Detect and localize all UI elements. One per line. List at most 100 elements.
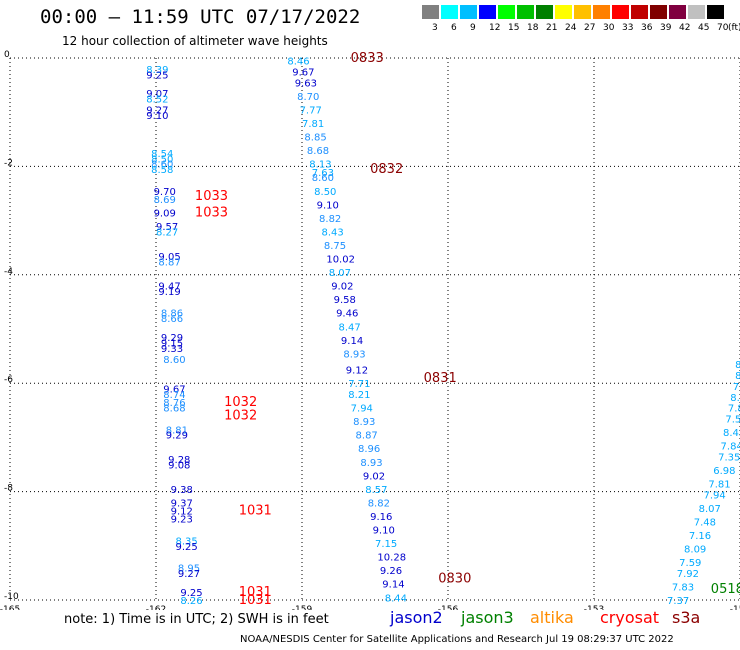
data-label-jason2: 8.68 <box>307 146 329 157</box>
color-bar-swatch <box>707 5 724 19</box>
data-label-s3a: 0831 <box>424 371 457 386</box>
data-label-jason2: 8.93 <box>360 458 382 469</box>
data-label-jason2: 9.14 <box>341 336 363 347</box>
data-label-jason2: 8.50 <box>151 154 173 165</box>
data-label-altika: 7.16 <box>689 531 711 542</box>
data-label-altika: 8.09 <box>684 545 706 556</box>
data-label-jason2: 7.77 <box>300 105 322 116</box>
color-bar-label: 27 <box>584 23 596 33</box>
color-bar-label: 21 <box>546 23 558 33</box>
footer-credit: NOAA/NESDIS Center for Satellite Applica… <box>240 634 674 645</box>
data-label-jason2: 9.25 <box>146 70 168 81</box>
data-label-altika: 7.92 <box>677 569 699 580</box>
data-label-altika: 8 <box>735 371 740 382</box>
data-label-jason2: 9.12 <box>346 366 368 377</box>
data-label-cryosat: 1033 <box>195 189 228 204</box>
data-label-jason2: 8.13 <box>309 160 331 171</box>
color-bar-swatch <box>612 5 629 19</box>
data-label-jason2: 8.60 <box>163 355 185 366</box>
data-label-jason2: 9.05 <box>158 252 180 263</box>
footer-note: note: 1) Time is in UTC; 2) SWH is in fe… <box>64 612 329 627</box>
color-bar-label: 42 <box>679 23 691 33</box>
legend-jason3: jason3 <box>461 608 514 627</box>
color-bar-swatch <box>593 5 610 19</box>
data-label-cryosat: 1031 <box>239 504 272 519</box>
data-label-jason2: 8.60 <box>151 160 173 171</box>
data-label-jason2: 8.57 <box>365 485 387 496</box>
data-label-jason2: 8.52 <box>146 95 168 106</box>
color-bar-swatch <box>498 5 515 19</box>
data-label-jason2: 9.47 <box>158 282 180 293</box>
data-label-jason2: 8.54 <box>151 149 173 160</box>
color-bar-label: 39 <box>660 23 672 33</box>
data-label-jason2: 8.07 <box>329 268 351 279</box>
data-label-jason2: 9.26 <box>380 566 402 577</box>
color-bar-swatch <box>517 5 534 19</box>
data-label-jason2: 8.81 <box>166 425 188 436</box>
data-label-jason2: 8.85 <box>304 133 326 144</box>
y-tick-label: -2 <box>4 158 13 168</box>
data-label-jason2: 9.14 <box>382 580 404 591</box>
data-label-jason2: 8.86 <box>161 309 183 320</box>
data-label-jason2: 9.58 <box>334 295 356 306</box>
data-label-altika: 8.07 <box>699 504 721 515</box>
data-label-jason2: 8.74 <box>163 390 185 401</box>
data-label-jason2: 9.09 <box>154 208 176 219</box>
y-tick-label: -8 <box>4 484 13 494</box>
x-tick-label: -162 <box>146 605 166 610</box>
data-label-altika: 7.50 <box>725 414 740 425</box>
data-label-jason3: 0518 <box>711 582 740 597</box>
data-label-cryosat: 1032 <box>224 395 257 410</box>
data-label-jason2: 9.10 <box>317 200 339 211</box>
color-bar-swatch <box>688 5 705 19</box>
data-label-cryosat: 1032 <box>224 409 257 424</box>
data-label-altika: 7.35 <box>718 452 740 463</box>
data-label-cryosat: 1033 <box>195 205 228 220</box>
y-tick-label: -4 <box>4 267 13 277</box>
data-label-jason2: 10.28 <box>377 553 406 564</box>
color-bar-label: 18 <box>527 23 539 33</box>
data-label-jason2: 9.10 <box>146 111 168 122</box>
y-tick-label: -6 <box>4 375 13 385</box>
data-label-jason2: 10.02 <box>326 255 355 266</box>
data-label-jason2: 9.15 <box>161 339 183 350</box>
data-label-cryosat: 1031 <box>239 585 272 600</box>
data-label-altika: 7.84 <box>721 442 740 453</box>
data-label-altika: 7.83 <box>672 582 694 593</box>
data-label-jason2: 7.94 <box>351 404 373 415</box>
color-bar-swatch <box>631 5 648 19</box>
data-label-altika: 7.94 <box>704 490 726 501</box>
data-label-jason2: 8.96 <box>358 444 380 455</box>
data-label-jason2: 9.25 <box>180 588 202 599</box>
color-bar-swatch <box>460 5 477 19</box>
data-label-jason2: 8.82 <box>368 498 390 509</box>
data-label-jason2: 8.27 <box>156 227 178 238</box>
y-tick-label: -10 <box>4 592 19 602</box>
data-label-jason2: 9.27 <box>178 569 200 580</box>
data-label-jason2: 7.15 <box>375 539 397 550</box>
x-tick-label: -156 <box>438 605 459 610</box>
color-bar-swatch <box>669 5 686 19</box>
data-label-s3a: 0833 <box>351 51 384 66</box>
data-label-jason2: 9.25 <box>175 542 197 553</box>
data-label-jason2: 9.63 <box>295 78 317 89</box>
data-label-cryosat: 1031 <box>239 593 272 608</box>
chart-subtitle: 12 hour collection of altimeter wave hei… <box>62 34 328 48</box>
data-label-jason2: 8.26 <box>180 596 202 607</box>
data-label-altika: 7.85 <box>728 404 740 415</box>
x-tick-label: -165 <box>0 605 20 610</box>
data-label-jason2: 9.57 <box>156 222 178 233</box>
data-label-jason2: 9.16 <box>370 512 392 523</box>
data-label-jason2: 8.35 <box>175 536 197 547</box>
data-label-jason2: 7.63 <box>312 168 334 179</box>
color-bar-label: 33 <box>622 23 634 33</box>
data-label-s3a: 0832 <box>370 162 403 177</box>
data-label-jason2: 8.39 <box>146 65 168 76</box>
data-label-jason2: 9.07 <box>146 89 168 100</box>
color-bar-label: 36 <box>641 23 653 33</box>
data-label-jason2: 8.44 <box>385 593 407 604</box>
data-label-jason2: 9.19 <box>158 287 180 298</box>
legend-s3a: s3a <box>672 608 701 627</box>
data-label-jason2: 9.08 <box>168 461 190 472</box>
data-label-jason2: 9.29 <box>161 333 183 344</box>
